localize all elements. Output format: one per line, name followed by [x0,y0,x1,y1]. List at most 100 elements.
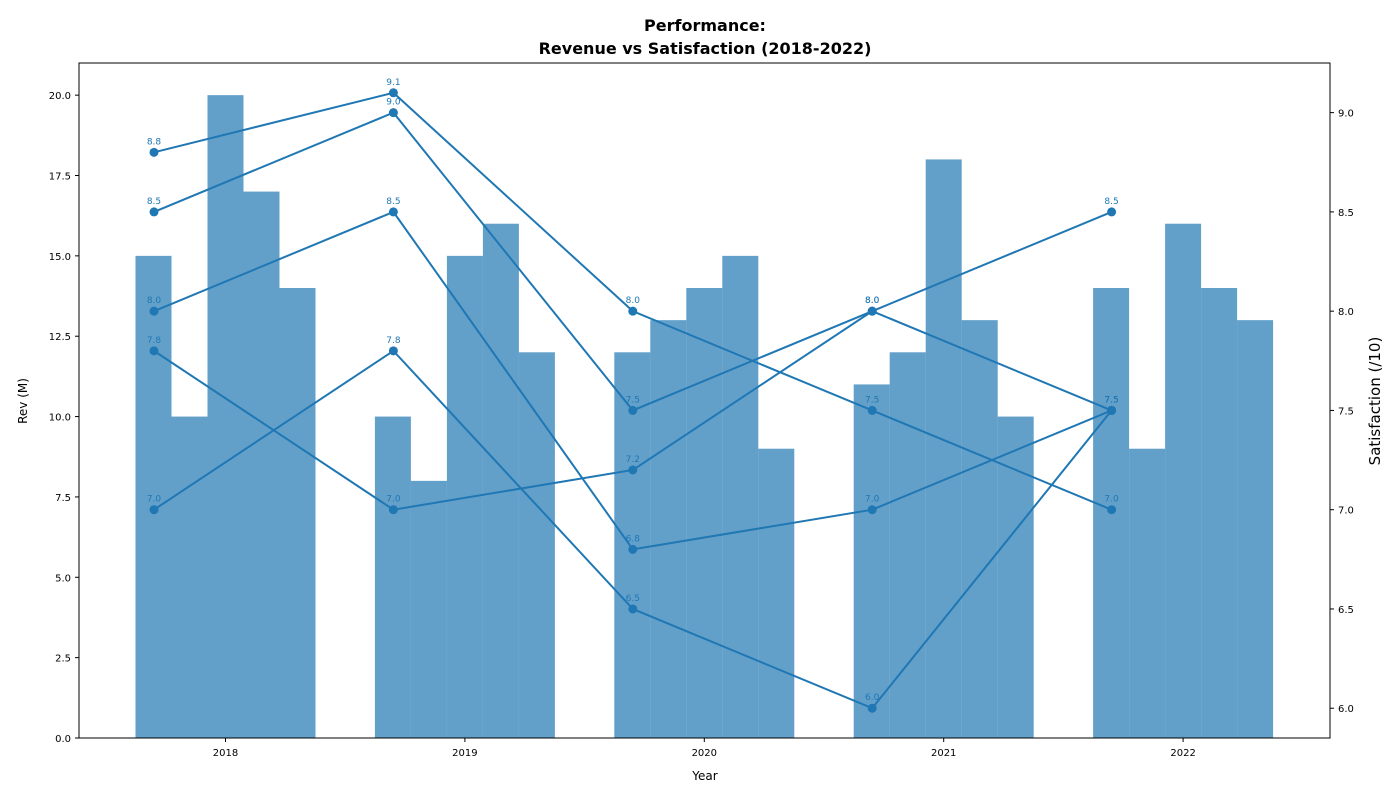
satisfaction-point [388,88,398,98]
x-tick-label: 2020 [692,748,717,759]
satisfaction-data-label: 6.8 [626,534,641,544]
revenue-bar [518,352,555,738]
y-tick-label: 12.5 [49,332,71,343]
revenue-bar [961,320,998,738]
y-tick-label: 20.0 [49,91,71,102]
revenue-bar [1201,288,1238,738]
revenue-bar [722,255,759,738]
satisfaction-point [1107,207,1117,217]
revenue-bar [853,384,890,738]
revenue-bar [135,255,172,738]
y-tick-label: 0.0 [55,734,71,745]
satisfaction-point [149,505,159,515]
satisfaction-data-label: 9.1 [386,78,400,88]
y-tick-label: 5.0 [55,573,71,584]
x-tick-label: 2018 [213,748,238,759]
x-tick-label: 2022 [1170,748,1195,759]
y2-tick-label: 7.5 [1338,406,1354,417]
y2-tick-label: 7.0 [1338,506,1354,517]
satisfaction-data-label: 6.5 [626,594,640,604]
satisfaction-data-label: 8.5 [386,197,400,207]
y2-tick-label: 8.0 [1338,307,1354,318]
satisfaction-point [867,703,877,713]
revenue-bar [374,416,411,738]
satisfaction-point [1107,505,1117,515]
revenue-bar [1237,320,1274,738]
revenue-bars [135,95,1274,739]
chart-title: Performance: [644,16,766,35]
revenue-bar [1165,223,1202,738]
satisfaction-data-label: 7.8 [147,336,162,346]
satisfaction-data-label: 7.0 [386,495,401,505]
y-tick-label: 15.0 [49,252,71,263]
satisfaction-point [149,306,159,316]
revenue-bar [410,480,447,738]
satisfaction-point [388,207,398,217]
satisfaction-data-label: 7.2 [626,455,640,465]
y-tick-label: 7.5 [55,493,71,504]
revenue-bar [925,159,962,738]
satisfaction-point [628,604,638,614]
satisfaction-points [149,88,1117,713]
revenue-bar [207,95,244,738]
revenue-bar [758,448,795,738]
satisfaction-data-label: 8.0 [865,296,880,306]
satisfaction-point [149,147,159,157]
satisfaction-point [628,465,638,475]
satisfaction-point [149,346,159,356]
satisfaction-point [867,306,877,316]
satisfaction-point [388,346,398,356]
satisfaction-data-label: 7.8 [386,336,401,346]
satisfaction-data-label: 8.8 [147,137,162,147]
satisfaction-data-label: 8.0 [147,296,162,306]
revenue-bar [279,288,316,738]
satisfaction-data-label: 7.0 [147,495,162,505]
y2-axis-label: Satisfaction (/10) [1366,337,1384,466]
revenue-bar [171,416,208,738]
satisfaction-data-label: 8.5 [147,197,161,207]
satisfaction-data-label: 7.5 [1104,395,1118,405]
satisfaction-point [388,108,398,118]
satisfaction-data-label: 7.5 [626,395,640,405]
satisfaction-point [628,544,638,554]
satisfaction-data-labels: 8.8 9.1 8.0 7.5 7.0 8.5 9.0 7.5 8.0 8.5 8.0 8.5 6.8 7… [147,78,1119,703]
y-tick-label: 10.0 [49,413,71,424]
satisfaction-point [388,505,398,515]
y2-tick-label: 8.5 [1338,208,1354,219]
y-tick-label: 2.5 [55,654,71,665]
satisfaction-data-label: 7.0 [1104,495,1119,505]
satisfaction-point [867,505,877,515]
x-tick-label: 2019 [452,748,477,759]
satisfaction-data-label: 7.0 [865,495,880,505]
y-axis-ticks: 0.0 2.5 5.0 7.5 10.0 12.5 15.0 17.5 20.0 [49,91,79,745]
y2-tick-label: 6.0 [1338,704,1354,715]
revenue-bar [1129,448,1166,738]
y-axis-label: Rev (M) [16,378,30,424]
x-axis-label: Year [691,769,717,783]
satisfaction-data-label: 6.0 [865,693,880,703]
chart-subtitle: Revenue vs Satisfaction (2018-2022) [539,39,872,58]
y2-axis-ticks: 6.0 6.5 7.0 7.5 8.0 8.5 9.0 [1330,109,1354,715]
satisfaction-data-label: 7.5 [1104,395,1118,405]
satisfaction-point [628,306,638,316]
x-axis-ticks: 2018 2019 2020 2021 2022 [213,738,1196,759]
satisfaction-data-label: 8.5 [1104,197,1118,207]
satisfaction-point [1107,405,1117,415]
revenue-bar [650,320,687,738]
satisfaction-data-label: 9.0 [386,98,401,108]
satisfaction-point [867,405,877,415]
satisfaction-point [149,207,159,217]
satisfaction-point [628,405,638,415]
revenue-bar [889,352,926,738]
satisfaction-data-label: 8.0 [626,296,641,306]
y2-tick-label: 9.0 [1338,109,1354,120]
satisfaction-data-label: 7.5 [1104,395,1118,405]
satisfaction-data-label: 8.0 [865,296,880,306]
revenue-bar [686,288,723,738]
y2-tick-label: 6.5 [1338,605,1354,616]
x-tick-label: 2021 [931,748,956,759]
satisfaction-data-label: 7.5 [865,395,879,405]
revenue-bar [243,191,280,739]
y-tick-label: 17.5 [49,172,71,183]
